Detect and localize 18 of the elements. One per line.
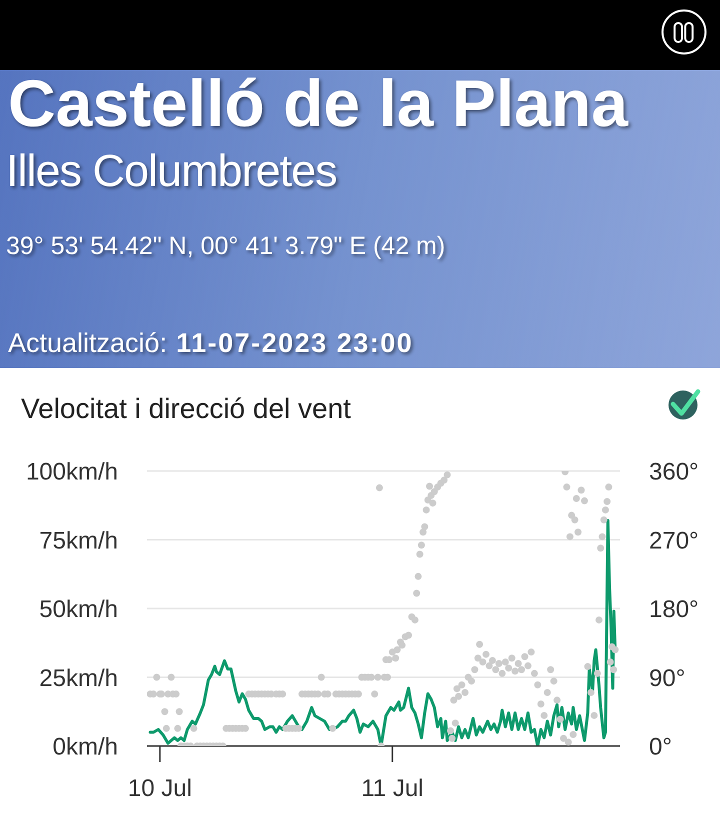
y-tick-label: 0km/h xyxy=(52,734,118,761)
text: 11-07-2023 23:00 xyxy=(176,328,414,358)
y2-tick-label: 180° xyxy=(649,596,699,624)
text: 39° 53' 54.42" N, 00° 41' 3.79" E (42 m) xyxy=(6,232,446,260)
chart-title: Velocitat i direcció del vent xyxy=(21,393,351,424)
y2-tick-label: 360° xyxy=(649,458,699,486)
y-tick-label: 50km/h xyxy=(39,596,118,624)
text: Illes Columbretes xyxy=(6,145,337,196)
y-tick-label: 100km/h xyxy=(26,458,118,486)
y2-tick-label: 0° xyxy=(649,734,672,761)
x-tick-label: 11 Jul xyxy=(361,775,424,802)
x-tick-label: 10 Jul xyxy=(128,775,192,802)
text: Castelló de la Plana xyxy=(8,66,628,140)
text: Actualització: xyxy=(8,328,168,358)
y-tick-label: 75km/h xyxy=(39,527,118,554)
y2-tick-label: 90° xyxy=(649,664,686,692)
y2-tick-label: 270° xyxy=(649,527,699,554)
y-tick-label: 25km/h xyxy=(39,664,118,692)
